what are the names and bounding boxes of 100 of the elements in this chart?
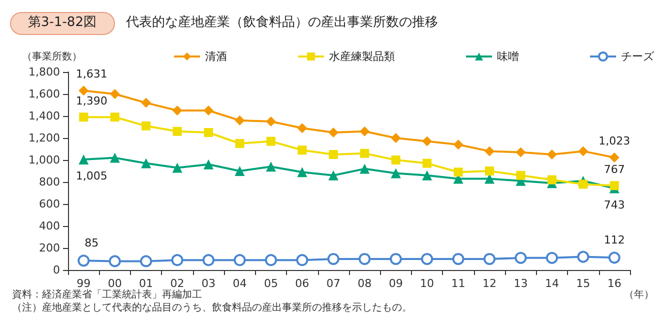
point [266, 162, 276, 172]
y-tick-label: 1,400 [28, 110, 60, 122]
point [234, 115, 245, 126]
x-tick-label: 11 [451, 277, 466, 290]
point [608, 252, 620, 264]
point [390, 133, 401, 143]
point [452, 253, 464, 265]
point [297, 167, 308, 178]
point [141, 98, 152, 108]
y-tick-label: 1,800 [28, 66, 60, 78]
point [142, 121, 151, 130]
legend-label: チーズ [621, 50, 655, 63]
x-tick-label: 02 [170, 277, 184, 290]
x-tick-label: 09 [388, 277, 403, 290]
x-tick-label: 00 [108, 277, 122, 290]
point [235, 139, 244, 148]
y-tick-label: 600 [39, 198, 60, 210]
point [328, 170, 338, 180]
point [453, 140, 464, 150]
x-tick-label: 99 [76, 277, 91, 290]
x-tick-label: 05 [264, 277, 278, 290]
point [422, 136, 432, 146]
point [171, 254, 184, 266]
point [484, 253, 496, 265]
legend-label: 水産練製品類 [329, 50, 395, 63]
point [327, 253, 340, 265]
chart-title: 代表的な産地産業（飲食料品）の産出事業所数の推移 [125, 14, 438, 30]
data-label: 767 [604, 163, 625, 176]
y-tick-label: 1,600 [28, 88, 60, 100]
data-label: 112 [604, 234, 625, 247]
point [578, 146, 588, 156]
point [358, 253, 371, 265]
point [454, 168, 463, 177]
point [485, 166, 494, 176]
x-tick-label: 14 [544, 277, 559, 290]
point [546, 252, 558, 264]
point [610, 181, 619, 190]
point [204, 106, 214, 116]
point [421, 253, 434, 265]
point [516, 147, 526, 158]
point [140, 255, 152, 268]
point [78, 86, 89, 96]
point [234, 254, 246, 266]
point [110, 112, 120, 122]
x-tick-label: 13 [514, 277, 528, 290]
y-axis-title: （事業所数） [22, 50, 82, 62]
point [78, 254, 90, 267]
x-tick-label: 03 [202, 277, 216, 290]
data-label: 85 [84, 236, 99, 250]
y-tick-label: 200 [39, 242, 60, 254]
legend-label: 清酒 [205, 50, 227, 63]
point [266, 116, 276, 126]
point [297, 123, 308, 134]
point [390, 168, 401, 178]
point [78, 154, 89, 164]
point [328, 128, 338, 138]
point [422, 158, 432, 168]
point [547, 175, 556, 184]
x-tick-label: 12 [482, 277, 496, 290]
x-axis-title: （年） [624, 288, 654, 300]
point [577, 250, 590, 263]
point [234, 166, 245, 176]
point [484, 146, 494, 156]
y-tick-label: 1,200 [28, 132, 60, 144]
y-tick-label: 400 [39, 220, 60, 232]
point [172, 106, 182, 116]
point [422, 170, 432, 180]
point [108, 255, 121, 268]
point [578, 180, 588, 189]
data-label: 1,005 [76, 169, 108, 182]
x-tick-label: 15 [576, 277, 590, 290]
data-label: 1,631 [76, 68, 108, 81]
point [172, 162, 182, 173]
data-label: 1,023 [598, 134, 630, 148]
chart-subtitle: 第3-1-82図 [28, 15, 96, 30]
data-label: 1,390 [76, 94, 108, 108]
point [172, 126, 182, 136]
point [360, 164, 370, 174]
x-tick-label: 06 [295, 277, 310, 290]
point [79, 112, 88, 122]
x-tick-label: 16 [607, 277, 622, 290]
point [328, 150, 338, 159]
point [296, 254, 308, 266]
y-tick-label: 0 [53, 264, 60, 276]
point [266, 136, 276, 146]
legend-label: 味噌 [497, 50, 519, 63]
point [546, 150, 557, 160]
x-tick-label: 10 [420, 277, 434, 290]
point [390, 253, 402, 265]
point [110, 152, 120, 163]
point [391, 156, 400, 164]
point [141, 158, 152, 168]
point [360, 126, 370, 136]
x-tick-label: 08 [358, 277, 372, 290]
point [204, 159, 214, 170]
y-tick-label: 1,000 [28, 154, 60, 166]
x-tick-label: 01 [139, 277, 154, 290]
x-tick-label: 07 [326, 277, 340, 290]
point [202, 254, 214, 266]
point [516, 170, 526, 180]
